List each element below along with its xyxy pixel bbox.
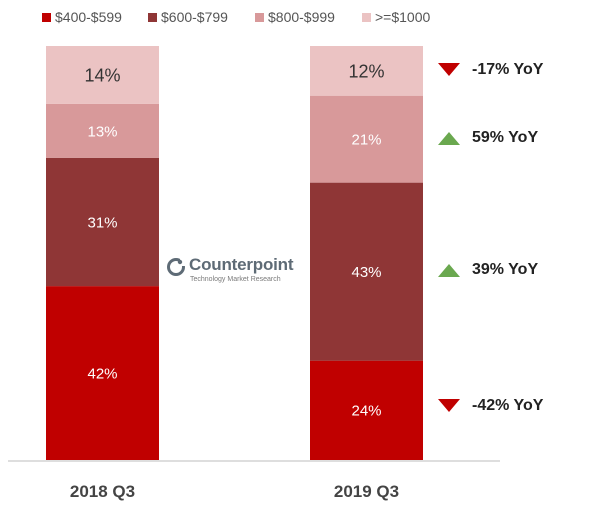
bar-segment — [46, 46, 159, 104]
data-label: 43% — [351, 264, 381, 281]
data-label: 13% — [87, 123, 117, 140]
legend-item: >=$1000 — [362, 8, 430, 26]
legend-item: $600-$799 — [148, 8, 228, 26]
data-label: 42% — [87, 365, 117, 382]
up-arrow-icon — [438, 132, 460, 145]
bar-segment — [310, 95, 423, 183]
yoy-label: -42% YoY — [472, 397, 544, 414]
bar-segment — [310, 46, 423, 96]
yoy-annotation: 39% YoY — [438, 259, 538, 281]
legend-label: $600-$799 — [161, 9, 228, 25]
data-label: 21% — [351, 132, 381, 149]
bar-segment — [46, 103, 159, 158]
data-label: 12% — [348, 61, 384, 81]
data-label: 14% — [84, 65, 120, 85]
legend-label: $800-$999 — [268, 9, 335, 25]
up-arrow-icon — [438, 264, 460, 277]
legend-item: $800-$999 — [255, 8, 335, 26]
bar-segment — [310, 182, 423, 361]
x-tick-label: 2018 Q3 — [70, 482, 135, 501]
yoy-annotation: -42% YoY — [438, 395, 543, 417]
data-label: 24% — [351, 403, 381, 420]
logo-tagline: Technology Market Research — [190, 276, 281, 283]
x-tick-label: 2019 Q3 — [334, 482, 399, 501]
data-label: 31% — [87, 214, 117, 231]
legend-label: >=$1000 — [375, 9, 431, 25]
yoy-label: -17% YoY — [472, 61, 544, 78]
bar-segment — [46, 286, 159, 460]
legend-swatch — [362, 12, 371, 22]
yoy-label: 39% YoY — [472, 261, 539, 278]
yoy-annotation: -17% YoY — [438, 59, 543, 81]
legend-swatch — [148, 12, 157, 22]
bar-segment — [46, 157, 159, 287]
yoy-annotation: 59% YoY — [438, 127, 538, 149]
legend-swatch — [42, 12, 51, 22]
down-arrow-icon — [438, 63, 460, 76]
legend-item: $400-$599 — [42, 8, 122, 26]
yoy-label: 59% YoY — [472, 129, 539, 146]
counterpoint-logo: Counterpoint Technology Market Research — [166, 255, 306, 287]
counterpoint-logo-icon — [167, 258, 186, 276]
down-arrow-icon — [438, 399, 460, 412]
logo-name: Counterpoint — [189, 255, 294, 274]
legend-label: $400-$599 — [55, 9, 122, 25]
bar-segment — [310, 360, 423, 460]
legend-swatch — [255, 12, 264, 22]
